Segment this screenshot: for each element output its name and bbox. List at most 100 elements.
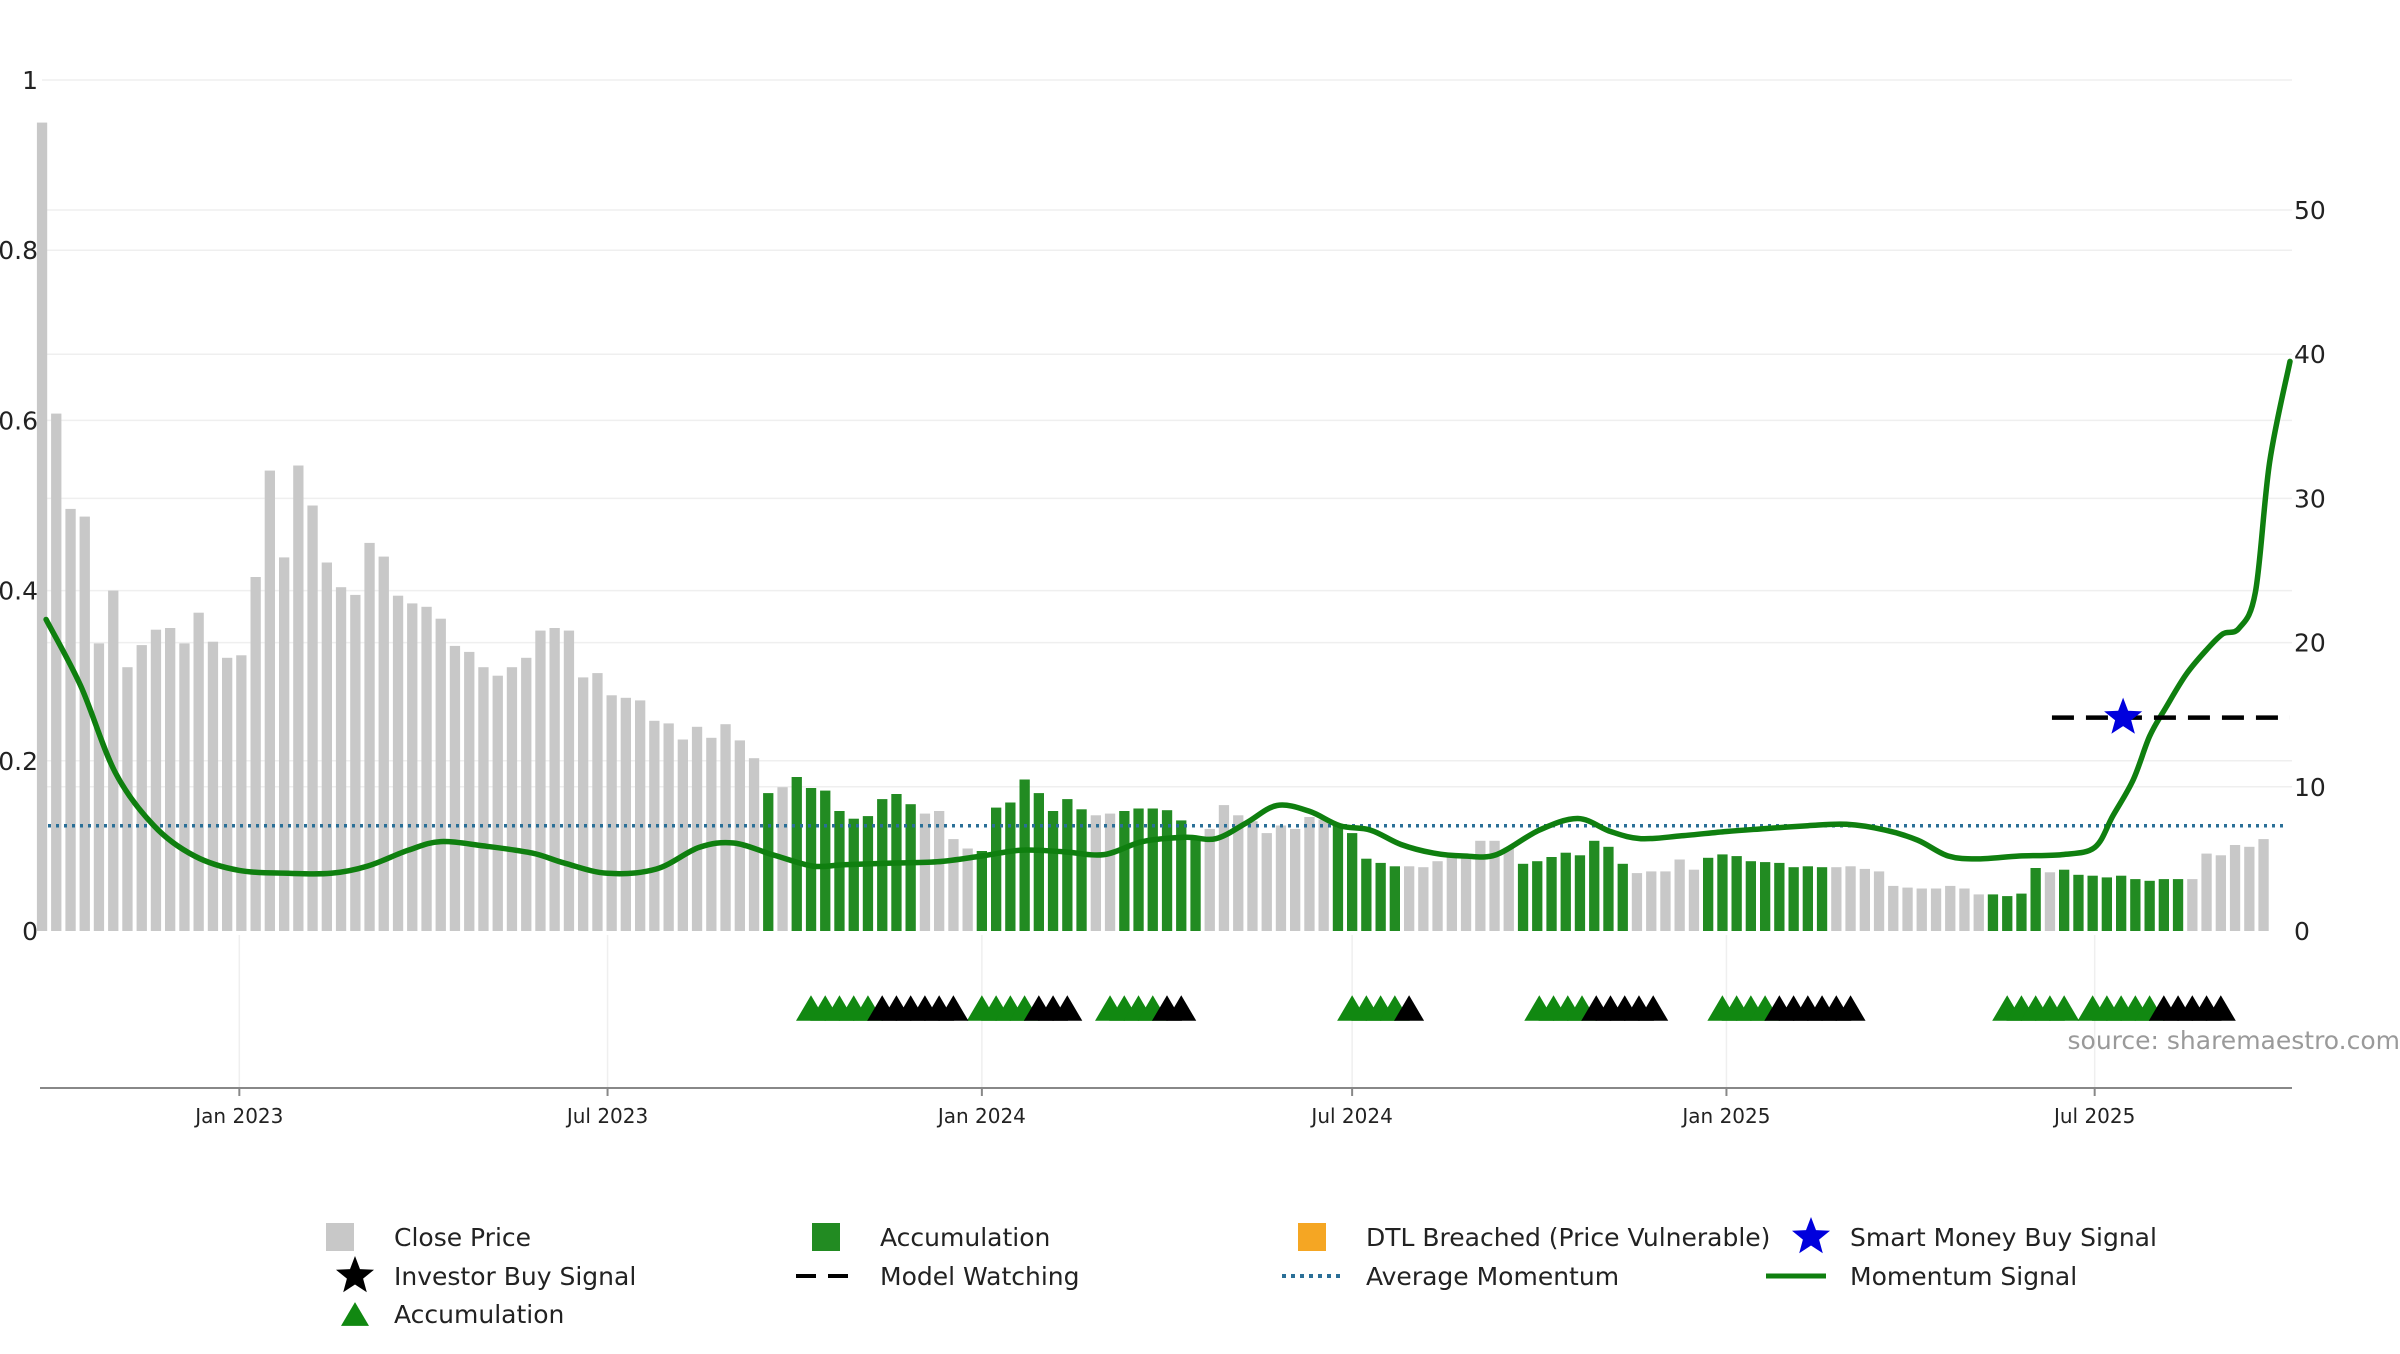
accumulation-bar bbox=[2002, 896, 2012, 931]
close-price-bar bbox=[2201, 854, 2211, 931]
accumulation-bar bbox=[2173, 879, 2183, 931]
accumulation-bar bbox=[2088, 876, 2098, 931]
accumulation-bar bbox=[1803, 866, 1813, 931]
right-tick-label: 10 bbox=[2294, 773, 2326, 802]
legend-label: Model Watching bbox=[880, 1262, 1080, 1291]
close-price-bar bbox=[1931, 889, 1941, 932]
accumulation-bar bbox=[1376, 863, 1386, 931]
close-price-bar bbox=[592, 673, 602, 931]
close-price-bar bbox=[293, 466, 303, 932]
accumulation-bar bbox=[1361, 859, 1371, 931]
accumulation-bar bbox=[1817, 867, 1827, 931]
close-price-bar bbox=[720, 724, 730, 931]
close-price-bar bbox=[1874, 871, 1884, 931]
close-price-bar bbox=[1689, 870, 1699, 931]
right-tick-label: 40 bbox=[2294, 340, 2326, 369]
smart-money-buy-star bbox=[2104, 698, 2142, 734]
close-price-bar bbox=[1091, 815, 1101, 931]
accumulation-bar bbox=[1546, 857, 1556, 931]
accumulation-bar bbox=[806, 788, 816, 931]
close-price-bar bbox=[393, 596, 403, 931]
accumulation-bar bbox=[1020, 780, 1030, 932]
x-tick-label: Jul 2025 bbox=[2052, 1104, 2135, 1128]
accumulation-bar bbox=[1561, 853, 1571, 931]
close-price-bar bbox=[1432, 861, 1442, 931]
close-price-bar bbox=[80, 517, 90, 931]
accumulation-bar bbox=[863, 816, 873, 931]
accumulation-bar bbox=[820, 791, 830, 931]
close-price-bar bbox=[65, 509, 75, 931]
close-price-bar bbox=[364, 543, 374, 931]
legend-star-swatch bbox=[336, 1256, 374, 1292]
accumulation-bar bbox=[1518, 864, 1528, 931]
close-price-bar bbox=[1660, 871, 1670, 931]
close-price-bar bbox=[1219, 805, 1229, 931]
close-price-bar bbox=[478, 667, 488, 931]
x-tick-label: Jan 2025 bbox=[1680, 1104, 1770, 1128]
accumulation-bar bbox=[1732, 856, 1742, 931]
left-tick-label: 0 bbox=[22, 917, 38, 946]
close-price-bar bbox=[1105, 814, 1115, 931]
source-label: source: sharemaestro.com bbox=[2068, 1026, 2400, 1055]
close-price-bar bbox=[137, 645, 147, 931]
close-price-bar bbox=[1262, 833, 1272, 931]
accumulation-bar bbox=[1119, 811, 1129, 931]
close-price-bar bbox=[2045, 872, 2055, 931]
close-price-bar bbox=[1205, 829, 1215, 931]
close-price-bar bbox=[1461, 854, 1471, 931]
legend-square-swatch bbox=[1298, 1223, 1326, 1251]
close-price-bar bbox=[336, 587, 346, 931]
close-price-bar bbox=[1504, 848, 1514, 931]
accumulation-bar bbox=[1034, 793, 1044, 931]
close-price-bar bbox=[1646, 871, 1656, 931]
close-price-bar bbox=[2230, 845, 2240, 931]
close-price-bar bbox=[450, 646, 460, 931]
accumulation-bar bbox=[1048, 811, 1058, 931]
close-price-bar bbox=[706, 738, 716, 931]
close-price-bar bbox=[436, 619, 446, 931]
accumulation-bar bbox=[2102, 877, 2112, 931]
close-price-bar bbox=[1845, 866, 1855, 931]
accumulation-bar bbox=[2031, 868, 2041, 931]
accumulation-bar bbox=[1703, 858, 1713, 931]
left-tick-label: 0.6 bbox=[0, 406, 38, 435]
close-price-bar bbox=[1319, 820, 1329, 932]
close-price-bar bbox=[1632, 873, 1642, 931]
accumulation-bar bbox=[1347, 833, 1357, 931]
accumulation-bar bbox=[1618, 864, 1628, 931]
close-price-bar bbox=[251, 577, 261, 931]
close-price-bar bbox=[1276, 826, 1286, 932]
accumulation-bar bbox=[2130, 879, 2140, 931]
close-price-bar bbox=[948, 839, 958, 931]
accumulation-bar bbox=[792, 777, 802, 931]
legend-triangle-swatch bbox=[341, 1302, 369, 1326]
right-tick-label: 50 bbox=[2294, 196, 2326, 225]
close-price-bar bbox=[578, 677, 588, 931]
close-price-bar bbox=[236, 655, 246, 931]
close-price-bar bbox=[2216, 855, 2226, 931]
close-price-bar bbox=[94, 643, 104, 931]
accumulation-bar bbox=[2159, 879, 2169, 931]
accumulation-bar bbox=[1603, 847, 1613, 931]
close-price-bar bbox=[678, 740, 688, 932]
accumulation-bar bbox=[1162, 810, 1172, 931]
close-price-bar bbox=[493, 676, 503, 931]
close-price-bar bbox=[1902, 888, 1912, 931]
close-price-bar bbox=[1860, 869, 1870, 931]
close-price-bar bbox=[507, 667, 517, 931]
left-tick-label: 1 bbox=[22, 66, 38, 95]
accumulation-bar bbox=[1390, 866, 1400, 931]
legend-square-swatch bbox=[326, 1223, 354, 1251]
close-price-bar bbox=[1888, 886, 1898, 931]
x-tick-label: Jan 2023 bbox=[193, 1104, 283, 1128]
legend-square-swatch bbox=[812, 1223, 840, 1251]
close-price-bar bbox=[464, 652, 474, 931]
close-price-bar bbox=[735, 740, 745, 931]
accumulation-bar bbox=[1988, 894, 1998, 931]
accumulation-bar bbox=[763, 793, 773, 931]
accumulation-bar bbox=[1076, 809, 1086, 931]
close-price-bar bbox=[1945, 886, 1955, 931]
legend-label: Accumulation bbox=[394, 1300, 564, 1329]
